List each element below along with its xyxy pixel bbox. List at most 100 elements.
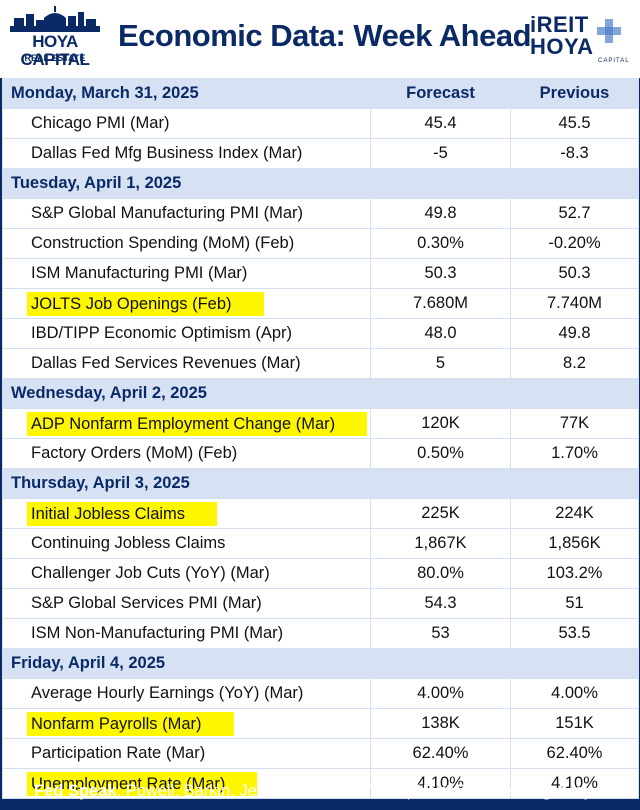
table-row: Chicago PMI (Mar) 45.4 45.5 [2,108,639,139]
indicator-name: Challenger Job Cuts (YoY) (Mar) [31,564,270,582]
plus-icon [597,19,621,43]
indicator-cell: ADP Nonfarm Employment Change (Mar) [2,408,371,439]
forecast-value: 53 [370,618,511,649]
table-row: JOLTS Job Openings (Feb) 7.680M 7.740M [2,288,639,319]
logo-left-sub: REAL ESTATE [24,53,86,63]
indicator-cell: Chicago PMI (Mar) [2,108,371,139]
indicator-name: Participation Rate (Mar) [31,744,206,762]
table-row: Participation Rate (Mar) 62.40% 62.40% [2,738,639,769]
indicator-cell: Construction Spending (MoM) (Feb) [2,228,371,259]
previous-value: 49.8 [510,318,639,349]
empty-cell [370,468,511,499]
previous-value: 8.2 [510,348,639,379]
empty-cell [510,168,639,199]
day-header-row: Tuesday, April 1, 2025 [2,168,639,199]
empty-cell [370,648,511,679]
logo-left-main: HOYA CAPITAL [20,32,90,69]
previous-value: 103.2% [510,558,639,589]
empty-cell [510,468,639,499]
indicator-name: Chicago PMI (Mar) [31,114,170,132]
day-label: Tuesday, April 1, 2025 [2,168,371,199]
day-label: Monday, March 31, 2025 [2,78,371,109]
ireit-hoya-logo: iREIT HOYA CAPITAL [530,14,630,70]
page-title: Economic Data: Week Ahead [118,18,532,53]
indicator-cell: Unemployment Rate (Mar) [2,768,371,799]
forecast-value: 120K [370,408,511,439]
previous-value: 1.70% [510,438,639,469]
indicator-name: Average Hourly Earnings (YoY) (Mar) [31,684,304,702]
day-label: Wednesday, April 2, 2025 [2,378,371,409]
header: HOYA CAPITAL REAL ESTATE Economic Data: … [0,0,640,78]
indicator-name: Continuing Jobless Claims [31,534,226,552]
table-row: Average Hourly Earnings (YoY) (Mar) 4.00%… [2,678,639,709]
highlighted-indicator-name: Nonfarm Payrolls (Mar) [27,711,234,736]
table-row: Construction Spending (MoM) (Feb) 0.30% -0… [2,228,639,259]
forecast-value: 0.30% [370,228,511,259]
highlighted-indicator-name: JOLTS Job Openings (Feb) [27,291,264,316]
forecast-value: 225K [370,498,511,529]
indicator-cell: Participation Rate (Mar) [2,738,371,769]
logo-right-line1: iREIT [530,12,589,37]
forecast-value: 48.0 [370,318,511,349]
day-header-row: Monday, March 31, 2025 Forecast Previous [2,78,639,109]
previous-column-header: Previous [510,78,639,109]
indicator-name: Dallas Fed Services Revenues (Mar) [31,354,301,372]
indicator-name: IBD/TIPP Economic Optimism (Apr) [31,324,292,342]
previous-value: 224K [510,498,639,529]
highlighted-indicator-name: Initial Jobless Claims [27,501,218,526]
previous-value: -0.20% [510,228,639,259]
indicator-name: S&P Global Manufacturing PMI (Mar) [31,204,304,222]
indicator-cell: Average Hourly Earnings (YoY) (Mar) [2,678,371,709]
empty-cell [370,168,511,199]
forecast-value: -5 [370,138,511,169]
table-row: Dallas Fed Mfg Business Index (Mar) -5 -8.… [2,138,639,169]
forecast-value: 1,867K [370,528,511,559]
highlighted-indicator-name: Unemployment Rate (Mar) [27,771,258,796]
economic-calendar-table: Monday, March 31, 2025 Forecast Previous Ch… [2,78,639,799]
next-meeting-label: Next Fed Meeting [415,782,552,800]
forecast-value: 62.40% [370,738,511,769]
indicator-name: Construction Spending (MoM) (Feb) [31,234,295,252]
indicator-cell: S&P Global Manufacturing PMI (Mar) [2,198,371,229]
forecast-value: 138K [370,708,511,739]
day-label: Friday, April 4, 2025 [2,648,371,679]
empty-cell [370,378,511,409]
previous-value: 51 [510,588,639,619]
indicator-cell: Challenger Job Cuts (YoY) (Mar) [2,558,371,589]
logo-right-line2: HOYA [530,34,594,59]
previous-value: 50.3 [510,258,639,289]
fed-speak-label: Fed Speak [34,782,117,800]
previous-value: 1,856K [510,528,639,559]
indicator-cell: Factory Orders (MoM) (Feb) [2,438,371,469]
hoya-capital-logo: HOYA CAPITAL REAL ESTATE [10,6,100,72]
indicator-name: Dallas Fed Mfg Business Index (Mar) [31,144,303,162]
forecast-value: 4.10% [370,768,511,799]
indicator-cell: Dallas Fed Services Revenues (Mar) [2,348,371,379]
indicator-cell: IBD/TIPP Economic Optimism (Apr) [2,318,371,349]
previous-value: 52.7 [510,198,639,229]
highlighted-indicator-name: ADP Nonfarm Employment Change (Mar) [27,411,368,436]
previous-value: 151K [510,708,639,739]
day-label: Thursday, April 3, 2025 [2,468,371,499]
previous-value: 7.740M [510,288,639,319]
previous-value: 45.5 [510,108,639,139]
table-row: Initial Jobless Claims 225K 224K [2,498,639,529]
forecast-value: 80.0% [370,558,511,589]
table-row: Factory Orders (MoM) (Feb) 0.50% 1.70% [2,438,639,469]
forecast-value: 4.00% [370,678,511,709]
indicator-name: ISM Manufacturing PMI (Mar) [31,264,248,282]
table-row: Unemployment Rate (Mar) 4.10% 4.10% [2,768,639,799]
empty-cell [510,378,639,409]
indicator-cell: S&P Global Services PMI (Mar) [2,588,371,619]
table-row: Nonfarm Payrolls (Mar) 138K 151K [2,708,639,739]
previous-value: 4.10% [510,768,639,799]
next-meeting-value: : May 7 [551,782,606,800]
indicator-cell: JOLTS Job Openings (Feb) [2,288,371,319]
fed-speak-value: : Powell, Barkin, Jefferson, Barr, Walle… [116,782,416,800]
indicator-cell: Nonfarm Payrolls (Mar) [2,708,371,739]
previous-value: 53.5 [510,618,639,649]
table-row: ISM Non-Manufacturing PMI (Mar) 53 53.5 [2,618,639,649]
table-row: IBD/TIPP Economic Optimism (Apr) 48.0 49.8 [2,318,639,349]
forecast-value: 7.680M [370,288,511,319]
